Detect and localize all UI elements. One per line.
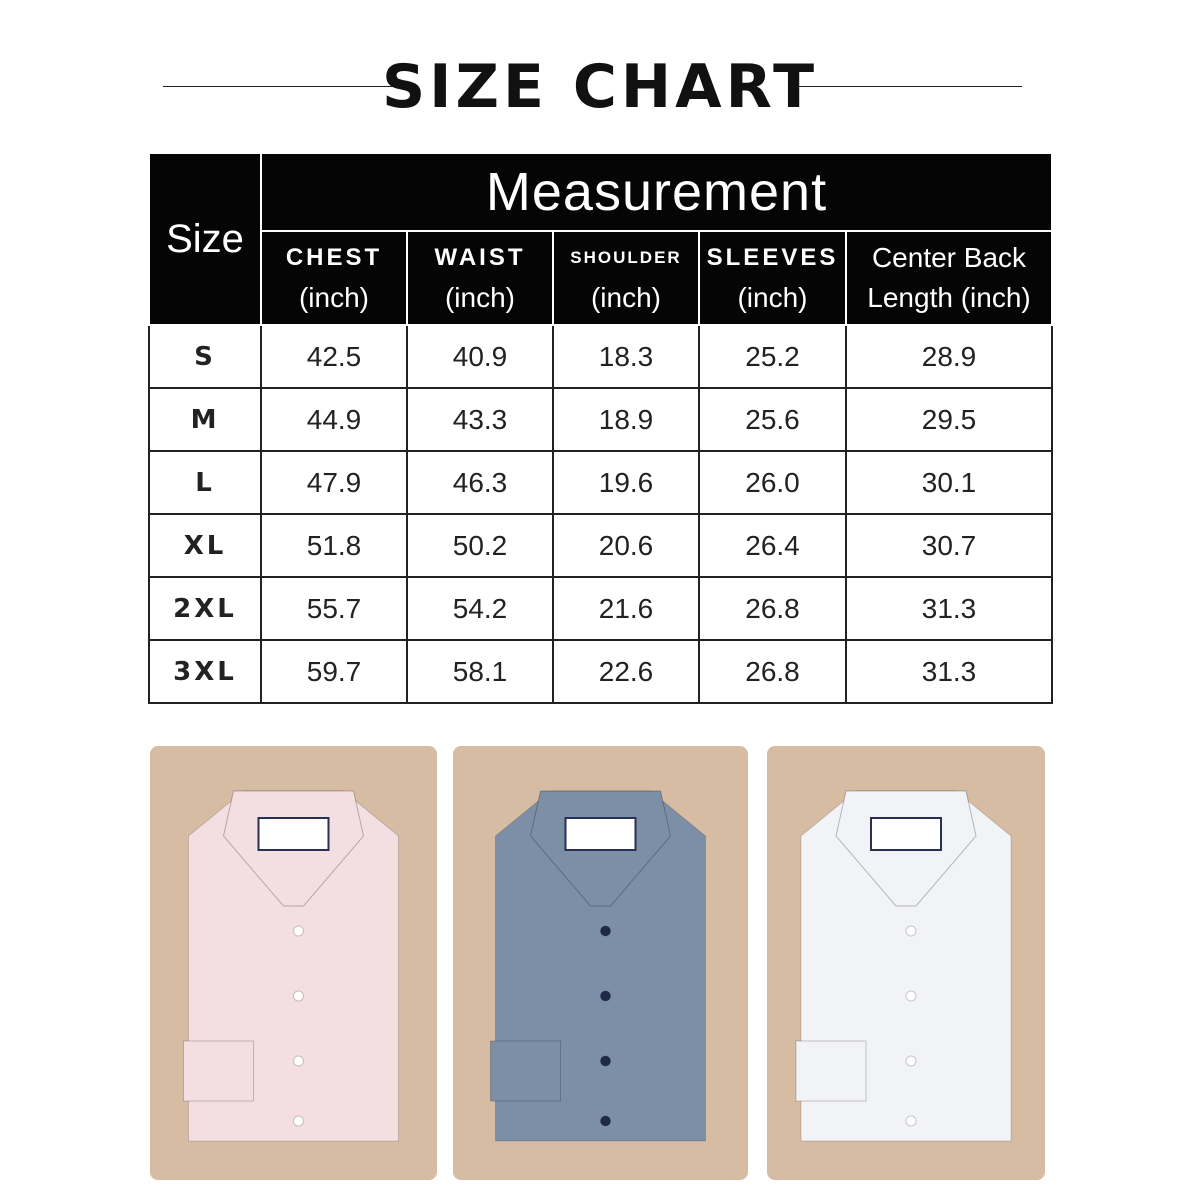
column-name: Center Back bbox=[871, 242, 1027, 273]
table-row: XL 51.8 50.2 20.6 26.4 30.7 bbox=[148, 513, 1053, 578]
value-cell: 46.3 bbox=[406, 450, 554, 515]
value-cell: 50.2 bbox=[406, 513, 554, 578]
shirt-icon bbox=[490, 790, 706, 1142]
table-row: S 42.5 40.9 18.3 25.2 28.9 bbox=[148, 324, 1053, 389]
blue-shirt-image bbox=[453, 746, 748, 1180]
value-cell: 44.9 bbox=[260, 387, 408, 452]
value-cell: 40.9 bbox=[406, 324, 554, 389]
column-name: SLEEVES bbox=[706, 244, 839, 271]
value-cell: 58.1 bbox=[406, 639, 554, 704]
size-table: Size Measurement CHEST (inch) WAIST (inch) S… bbox=[148, 152, 1053, 704]
value-cell: 19.6 bbox=[552, 450, 700, 515]
white-stripe-shirt-image bbox=[767, 746, 1045, 1180]
title-rule-right bbox=[795, 86, 1022, 87]
column-header: CHEST (inch) bbox=[260, 230, 408, 326]
size-cell: L bbox=[148, 450, 262, 515]
value-cell: 26.8 bbox=[698, 639, 847, 704]
value-cell: 25.2 bbox=[698, 324, 847, 389]
value-cell: 25.6 bbox=[698, 387, 847, 452]
value-cell: 47.9 bbox=[260, 450, 408, 515]
value-cell: 21.6 bbox=[552, 576, 700, 641]
shirt-icon bbox=[795, 790, 1012, 1142]
value-cell: 26.8 bbox=[698, 576, 847, 641]
value-cell: 31.3 bbox=[845, 639, 1053, 704]
column-header: SLEEVES (inch) bbox=[698, 230, 847, 326]
table-row: L 47.9 46.3 19.6 26.0 30.1 bbox=[148, 450, 1053, 515]
column-name: WAIST bbox=[434, 244, 526, 271]
measurement-header: Measurement bbox=[260, 152, 1053, 232]
pink-check-shirt-image bbox=[150, 746, 437, 1180]
shirt-icon bbox=[183, 790, 399, 1142]
size-header: Size bbox=[148, 152, 262, 326]
value-cell: 54.2 bbox=[406, 576, 554, 641]
title-rule-left bbox=[163, 86, 403, 87]
value-cell: 28.9 bbox=[845, 324, 1053, 389]
column-name: SHOULDER bbox=[570, 248, 682, 267]
column-header: SHOULDER (inch) bbox=[552, 230, 700, 326]
value-cell: 26.4 bbox=[698, 513, 847, 578]
value-cell: 29.5 bbox=[845, 387, 1053, 452]
value-cell: 18.3 bbox=[552, 324, 700, 389]
column-unit: (inch) bbox=[298, 282, 369, 313]
column-unit: Length (inch) bbox=[867, 282, 1031, 313]
size-cell: M bbox=[148, 387, 262, 452]
column-header: Center Back Length (inch) bbox=[845, 230, 1053, 326]
column-unit: (inch) bbox=[590, 282, 661, 313]
value-cell: 20.6 bbox=[552, 513, 700, 578]
value-cell: 55.7 bbox=[260, 576, 408, 641]
column-name: CHEST bbox=[285, 244, 383, 271]
value-cell: 30.7 bbox=[845, 513, 1053, 578]
size-cell: 3XL bbox=[148, 639, 262, 704]
size-cell: XL bbox=[148, 513, 262, 578]
value-cell: 51.8 bbox=[260, 513, 408, 578]
table-row: 2XL 55.7 54.2 21.6 26.8 31.3 bbox=[148, 576, 1053, 641]
value-cell: 26.0 bbox=[698, 450, 847, 515]
column-unit: (inch) bbox=[444, 282, 515, 313]
value-cell: 22.6 bbox=[552, 639, 700, 704]
size-cell: 2XL bbox=[148, 576, 262, 641]
table-row: M 44.9 43.3 18.9 25.6 29.5 bbox=[148, 387, 1053, 452]
page-title: SIZE CHART bbox=[381, 52, 819, 122]
value-cell: 18.9 bbox=[552, 387, 700, 452]
column-unit: (inch) bbox=[737, 282, 808, 313]
size-cell: S bbox=[148, 324, 262, 389]
value-cell: 59.7 bbox=[260, 639, 408, 704]
value-cell: 43.3 bbox=[406, 387, 554, 452]
table-row: 3XL 59.7 58.1 22.6 26.8 31.3 bbox=[148, 639, 1053, 704]
value-cell: 31.3 bbox=[845, 576, 1053, 641]
column-header: WAIST (inch) bbox=[406, 230, 554, 326]
value-cell: 30.1 bbox=[845, 450, 1053, 515]
value-cell: 42.5 bbox=[260, 324, 408, 389]
